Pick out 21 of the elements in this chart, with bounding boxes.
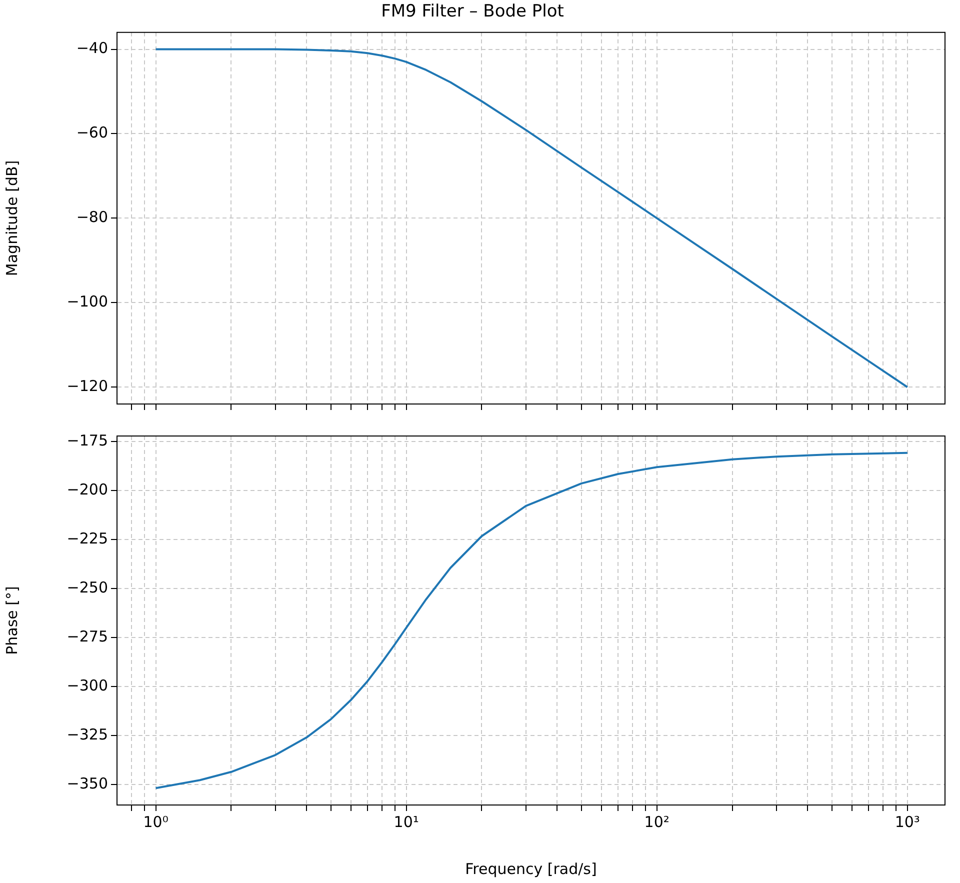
x-axis-title: Frequency [rad/s] [465,860,597,878]
y-tick-label: −300 [66,676,108,694]
y-tick-label: −275 [66,627,108,646]
y-tick-label: −100 [66,292,108,311]
x-tick-label: 10⁰ [143,812,168,831]
y-axis-title: Magnitude [dB] [2,160,21,276]
x-tick-label: 10¹ [394,812,419,831]
chart-title: FM9 Filter – Bode Plot [381,2,564,22]
y-tick-label: −40 [76,39,108,58]
y-tick-label: −325 [66,725,108,744]
x-tick-label: 10³ [894,812,920,831]
y-axis-title: Phase [°] [2,586,21,655]
y-tick-label: −200 [66,480,108,498]
y-tick-label: −250 [66,578,108,596]
y-tick-label: −225 [66,529,108,548]
y-tick-label: −120 [66,377,108,395]
x-tick-label: 10² [644,812,670,831]
y-tick-label: −80 [76,208,108,226]
y-tick-label: −60 [76,124,108,142]
y-tick-label: −175 [66,431,108,450]
y-tick-label: −350 [66,774,108,792]
